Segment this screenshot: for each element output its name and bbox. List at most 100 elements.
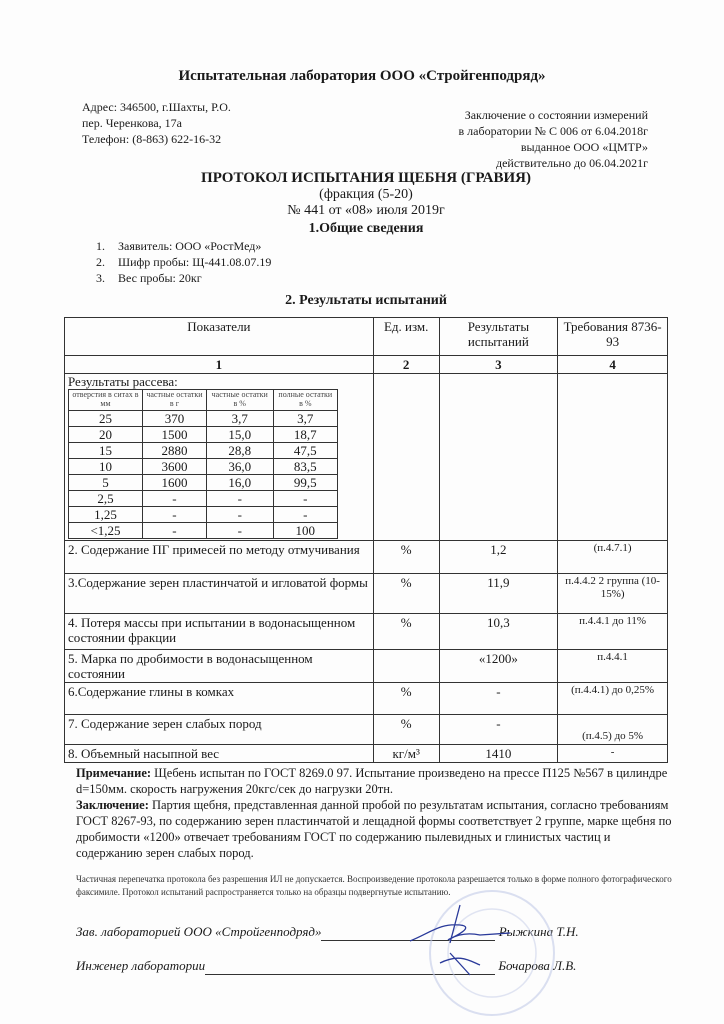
sieve-data-row: 1,25- - - — [68, 506, 339, 523]
sieve-cell: 16,0 — [205, 474, 274, 491]
note: Примечание: Щебень испытан по ГОСТ 8269.… — [76, 765, 676, 797]
list-item: 1. Заявитель: ООО «РостМед» — [96, 238, 668, 254]
item-text: Вес пробы: 20кг — [118, 271, 202, 285]
column-number: 3 — [438, 355, 559, 374]
column-number: 2 — [372, 355, 440, 374]
empty-cell — [438, 373, 559, 541]
empty-cell — [557, 373, 668, 541]
sieve-cell: 1,25 — [68, 506, 143, 523]
row-result: 10,3 — [438, 613, 559, 650]
sieve-cell: - — [272, 490, 339, 507]
sieve-header-row: отверстия в ситах в мм частные остатки в… — [68, 389, 339, 411]
conclusion-text: Партия щебня, представленная данной проб… — [76, 798, 672, 860]
row-unit: % — [372, 682, 440, 715]
row-req: (п.4.7.1) — [557, 540, 668, 574]
sieve-cell: 3,7 — [205, 410, 274, 427]
empty-cell — [372, 373, 440, 541]
address-line: пер. Черенкова, 17а — [82, 116, 183, 130]
table-row: 6.Содержание глины в комках% - (п.4.4.1) д… — [64, 682, 668, 715]
row-result: 11,9 — [438, 573, 559, 614]
table-row: 2. Содержание ПГ примесей по методу отму… — [64, 540, 668, 574]
signature-row-head: Зав. лабораторией ООО «Стройгенподряд» Р… — [76, 923, 668, 941]
sieve-data-row: 10 3600 36,0 83,5 — [68, 458, 339, 475]
sieve-data-row: 5 1600 16,0 99,5 — [68, 474, 339, 491]
notes-block: Примечание: Щебень испытан по ГОСТ 8269.… — [76, 765, 676, 861]
sieve-data-row: 15 2880 28,8 47,5 — [68, 442, 339, 459]
section1-title: 1.Общие сведения — [308, 221, 424, 236]
sieve-data-row: <1,25- -100 — [68, 522, 339, 539]
signature-role: Зав. лабораторией ООО «Стройгенподряд» — [76, 924, 322, 939]
certificate-block: Заключение о состоянии измерений в лабор… — [459, 107, 649, 171]
signature-line — [321, 926, 496, 941]
signatures-block: Зав. лабораторией ООО «Стройгенподряд» Р… — [76, 890, 668, 1016]
sieve-table: отверстия в ситах в мм частные остатки в… — [68, 389, 339, 539]
item-text: Шифр пробы: Щ-441.08.07.19 — [118, 255, 272, 269]
row-unit: % — [372, 613, 440, 650]
item-text: Заявитель: ООО «РостМед» — [118, 239, 262, 253]
row-unit — [372, 649, 440, 683]
sieve-cell: - — [205, 506, 274, 523]
row-name: 3.Содержание зерен пластинчатой и иглова… — [64, 573, 374, 614]
row-unit: % — [372, 714, 440, 745]
note-label: Примечание: — [76, 766, 152, 780]
sieve-cell: 1600 — [141, 474, 207, 491]
stamp-icon — [429, 890, 555, 1016]
row-req: п.4.4.1 — [557, 649, 668, 683]
lab-address: Адрес: 346500, г.Шахты, Р.О. пер. Черенк… — [82, 99, 231, 147]
certificate-line: выданное ООО «ЦМТР» — [520, 140, 648, 154]
sieve-cell: 15 — [68, 442, 143, 459]
sieve-data-row: 25 370 3,7 3,7 — [68, 410, 339, 427]
row-name: 5. Марка по дробимости в водонасыщенном … — [64, 649, 374, 683]
sieve-cell: 5 — [68, 474, 143, 491]
table-row: 7. Содержание зерен слабых пород% - (п.4.5… — [64, 714, 668, 745]
certificate-line: Заключение о состоянии измерений — [464, 108, 648, 122]
section2-title: 2. Результаты испытаний — [285, 293, 447, 308]
sieve-header: частные остатки в % — [205, 389, 274, 411]
sieve-cell: - — [141, 522, 207, 539]
sieve-data-row: 20 1500 15,0 18,7 — [68, 426, 339, 443]
phone-line: Телефон: (8-863) 622-16-32 — [82, 132, 222, 146]
sieve-cell: - — [141, 490, 207, 507]
sieve-cell: 18,7 — [272, 426, 339, 443]
sieve-data-row: 2,5- - - — [68, 490, 339, 507]
row-req: (п.4.4.1) до 0,25% — [557, 682, 668, 715]
column-number: 1 — [64, 355, 374, 374]
sieve-cell: 47,5 — [272, 442, 339, 459]
signature-role: Инженер лаборатории — [76, 958, 206, 973]
general-info-list: 1. Заявитель: ООО «РостМед» 2. Шифр пробы:… — [96, 238, 668, 286]
table-row: 4. Потеря массы при испытании в водонасы… — [64, 613, 668, 650]
sieve-cell: 83,5 — [272, 458, 339, 475]
address-line: Адрес: 346500, г.Шахты, Р.О. — [82, 100, 231, 114]
sieve-cell: - — [205, 522, 274, 539]
row-req: (п.4.5) до 5% — [557, 714, 668, 745]
signature-line — [205, 960, 496, 975]
row-unit: % — [372, 573, 440, 614]
row-name: 7. Содержание зерен слабых пород — [64, 714, 374, 745]
row-result: «1200» — [438, 649, 559, 683]
table-row: 8. Объемный насыпной вес кг/м³ 1410- — [64, 744, 668, 763]
certificate-line: в лаборатории № С 006 от 6.04.2018г — [458, 124, 649, 138]
row-name: 6.Содержание глины в комках — [64, 682, 374, 715]
row-req: п.4.4.1 до 11% — [557, 613, 668, 650]
column-number: 4 — [557, 355, 668, 374]
protocol-number: № 441 от «08» июля 2019г — [287, 203, 445, 218]
row-unit: кг/м³ — [372, 744, 440, 763]
sieve-cell: 1500 — [141, 426, 207, 443]
item-number: 3. — [96, 271, 105, 285]
sieve-cell: 100 — [272, 522, 339, 539]
sieve-cell: 2,5 — [68, 490, 143, 507]
note-text: Щебень испытан по ГОСТ 8269.0 97. Испыта… — [76, 766, 668, 796]
list-item: 3. Вес пробы: 20кг — [96, 270, 668, 286]
sieve-cell: <1,25 — [68, 522, 143, 539]
sieve-title: Результаты рассева: — [68, 374, 178, 389]
signature-name: Бочарова Л.В. — [498, 958, 577, 973]
column-number-row: 1 2 3 4 — [64, 355, 668, 374]
row-result: - — [438, 682, 559, 715]
conclusion-label: Заключение: — [76, 798, 149, 812]
sieve-cell: 99,5 — [272, 474, 339, 491]
sieve-cell: 25 — [68, 410, 143, 427]
row-result: 1,2 — [438, 540, 559, 574]
protocol-heading: ПРОТОКОЛ ИСПЫТАНИЯ ЩЕБНЯ (ГРАВИЯ) (фракц… — [64, 170, 668, 219]
row-name: 2. Содержание ПГ примесей по методу отму… — [64, 540, 374, 574]
